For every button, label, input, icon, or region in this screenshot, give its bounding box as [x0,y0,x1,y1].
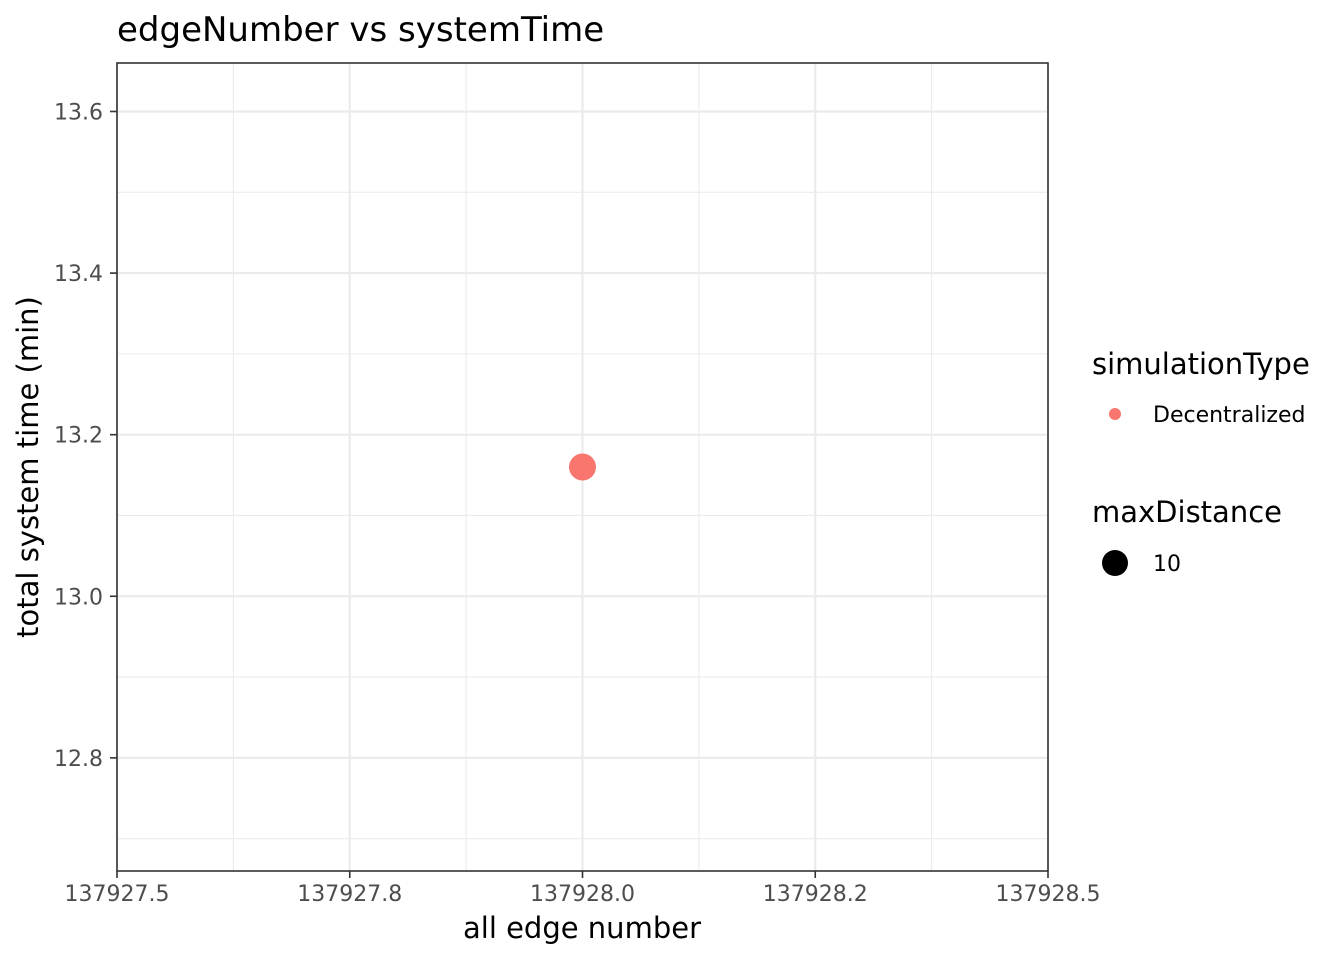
data-points [569,453,596,481]
x-tick-label: 137928.2 [763,882,868,907]
y-tick-label: 13.2 [54,424,103,449]
legend-color-key [1109,408,1121,420]
chart-title: edgeNumber vs systemTime [117,10,604,50]
legend-size-label: 10 [1153,552,1181,577]
x-tick-label: 137927.5 [65,882,170,907]
legend-size-key [1102,550,1128,576]
y-axis-title: total system time (min) [11,296,45,638]
y-axis-ticks: 12.8 13.0 13.2 13.4 13.6 [54,100,117,772]
x-axis-ticks: 137927.5 137927.8 137928.0 137928.2 137928.5 [65,871,1101,907]
legend: simulationType Decentralized maxDistance… [1092,347,1310,577]
x-tick-label: 137928.5 [996,882,1101,907]
x-axis-title: all edge number [463,911,701,945]
legend-size-title: maxDistance [1092,495,1282,529]
data-point [569,453,596,481]
legend-color-label: Decentralized [1153,403,1305,428]
y-tick-label: 12.8 [54,747,103,772]
y-tick-label: 13.6 [54,100,103,125]
legend-color-title: simulationType [1092,347,1310,381]
y-tick-label: 13.4 [54,262,103,287]
y-tick-label: 13.0 [54,585,103,610]
x-tick-label: 137928.0 [530,882,635,907]
x-tick-label: 137927.8 [297,882,402,907]
